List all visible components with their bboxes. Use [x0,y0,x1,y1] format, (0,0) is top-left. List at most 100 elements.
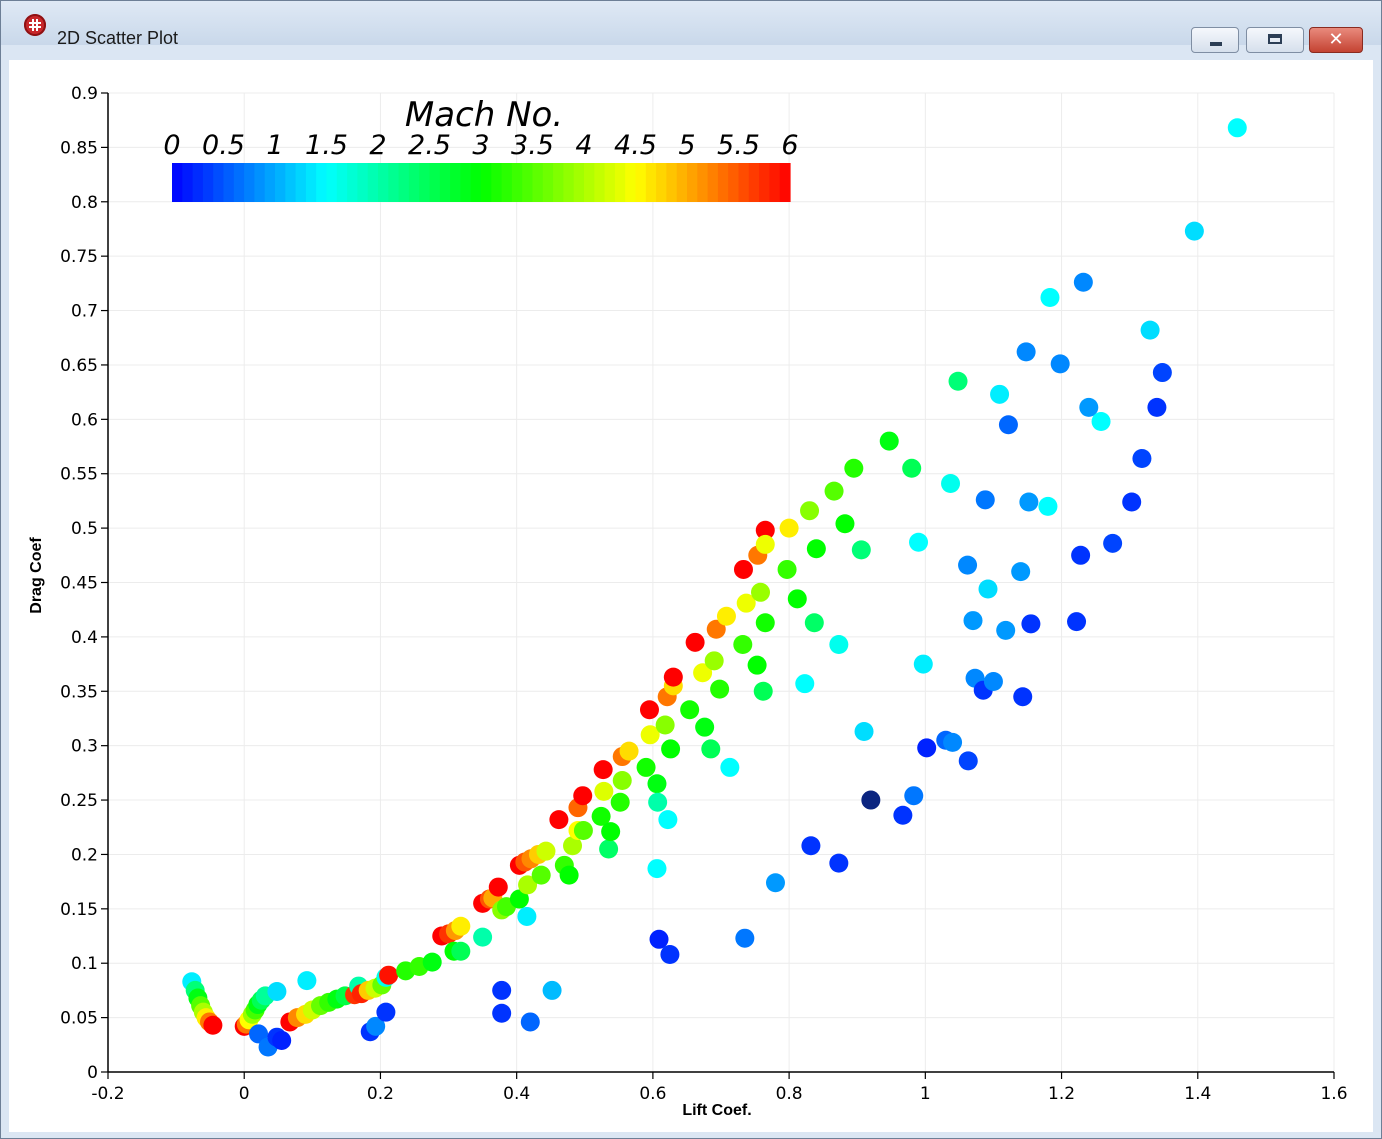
data-point [958,751,978,771]
data-point [701,739,721,759]
colorbar-band [275,163,286,202]
data-point [695,717,715,737]
y-tick-label: 0.55 [60,465,98,485]
data-point [1184,221,1204,241]
colorbar-band [635,163,647,202]
data-point [806,539,826,559]
data-point [1122,492,1142,512]
close-icon: ✕ [1328,29,1344,50]
colorbar-band [676,163,688,202]
y-tick-label: 0.5 [71,519,98,539]
data-point [473,927,493,947]
colorbar-band [717,163,729,202]
data-point [1140,320,1160,340]
colorbar-band [182,163,194,202]
data-point [601,822,621,842]
data-point [517,906,537,926]
data-point [661,739,681,759]
data-point [733,635,753,655]
minimize-button[interactable] [1191,27,1239,53]
colorbar-band [481,163,492,202]
data-point [685,632,705,652]
data-point [706,619,726,639]
data-point [658,810,678,830]
data-point [983,671,1003,691]
colorbar-band [192,163,204,202]
data-point [941,474,961,494]
x-tick-label: 0.4 [503,1084,530,1104]
data-point [649,929,669,949]
colorbar-band [501,163,513,202]
title-bar[interactable]: 2D Scatter Plot ✕ [1,1,1381,53]
colorbar-band [769,163,781,202]
colorbar-band [656,163,667,202]
colorbar-band [779,163,791,202]
data-point [647,774,667,794]
colorbar-band [553,163,564,202]
colorbar-band [202,163,214,202]
colorbar-band [429,163,441,202]
colorbar-tick-label: 1 [266,130,283,161]
data-point [844,458,864,478]
colorbar-tick-label: 6 [781,130,798,161]
colorbar-band [285,163,297,202]
data-point [693,663,713,683]
colorbar-band [604,163,616,202]
y-tick-label: 0.4 [71,628,98,648]
data-point [660,945,680,965]
maximize-button[interactable] [1246,27,1304,53]
colorbar-band [748,163,760,202]
data-point [755,520,775,540]
data-point [619,741,639,761]
data-point [376,1002,396,1022]
data-point [943,732,963,752]
colorbar-band [223,163,235,202]
data-point [765,873,785,893]
data-point [720,757,740,777]
data-point [800,501,820,521]
data-point [203,1015,223,1035]
data-point [1147,397,1167,417]
data-point [801,836,821,856]
x-tick-label: 1 [920,1084,931,1104]
colorbar-band [244,163,255,202]
y-tick-label: 0.25 [60,791,98,811]
colorbar-band [450,163,461,202]
colorbar-band [594,163,606,202]
y-tick-label: 0.65 [60,356,98,376]
data-point [851,540,871,560]
data-point [716,606,736,626]
colorbar-band [666,163,678,202]
colorbar-tick-label: 3 [472,130,489,161]
data-point [990,384,1010,404]
colorbar-tick-label: 0.5 [202,130,245,161]
y-tick-label: 0.6 [71,410,98,430]
data-point [612,770,632,790]
colorbar-band [213,163,225,202]
x-tick-label: 0 [239,1084,250,1104]
data-point [573,821,593,841]
data-point [1227,118,1247,138]
data-point [913,654,933,674]
close-button[interactable]: ✕ [1309,27,1363,53]
data-point [610,792,630,812]
data-point [647,859,667,879]
colorbar-band [254,163,266,202]
colorbar-band [460,163,472,202]
x-tick-label: 0.8 [776,1084,803,1104]
data-point [599,839,619,859]
data-point [492,980,512,1000]
plot-area: -0.2 0 0.2 0.4 0.6 0.8 1 1.2 1.4 1.6 0 0.05 0.1 0.15 0… [9,60,1373,1132]
data-point [909,532,929,552]
colorbar-band [573,163,585,202]
colorbar-band [316,163,328,202]
scatter-chart[interactable]: -0.2 0 0.2 0.4 0.6 0.8 1 1.2 1.4 1.600.050.10.150… [9,60,1373,1132]
colorbar-tick-label: 5 [678,130,695,161]
y-tick-label: 0 [87,1063,98,1083]
y-tick-label: 0.15 [60,900,98,920]
data-point [1091,412,1111,432]
colorbar-band [759,163,770,202]
data-point [563,836,583,856]
data-point [824,481,844,501]
colorbar-band [707,163,719,202]
